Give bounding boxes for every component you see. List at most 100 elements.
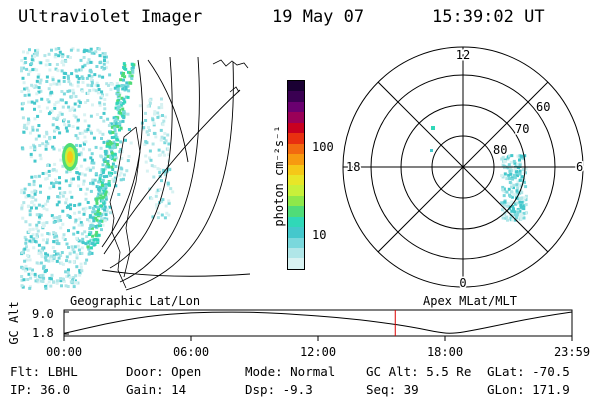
emission-dot bbox=[57, 195, 61, 199]
emission-dot bbox=[35, 92, 39, 96]
emission-dot bbox=[105, 55, 108, 59]
emission-dot bbox=[80, 246, 84, 250]
emission-dot bbox=[158, 168, 162, 171]
emission-dot bbox=[81, 241, 85, 245]
emission-dot bbox=[44, 63, 48, 67]
emission-dot bbox=[102, 119, 106, 123]
emission-dot bbox=[513, 213, 517, 217]
emission-dot bbox=[122, 98, 126, 102]
emission-dot bbox=[94, 233, 98, 237]
emission-dot bbox=[93, 178, 97, 182]
emission-dot bbox=[102, 102, 106, 106]
emission-dot bbox=[105, 165, 109, 169]
emission-dot bbox=[152, 165, 156, 169]
emission-dot bbox=[97, 208, 101, 211]
mlat-label-60: 60 bbox=[536, 100, 550, 114]
emission-dot bbox=[502, 187, 506, 191]
emission-dot bbox=[524, 198, 528, 201]
emission-dot bbox=[54, 101, 58, 104]
emission-dot bbox=[80, 251, 84, 255]
emission-dot bbox=[109, 141, 113, 145]
emission-dot bbox=[50, 181, 54, 185]
emission-dot bbox=[118, 92, 122, 96]
emission-dot bbox=[157, 148, 161, 152]
emission-dot bbox=[97, 180, 101, 184]
emission-dot bbox=[37, 86, 41, 90]
emission-dot bbox=[45, 221, 49, 225]
emission-dot bbox=[33, 54, 36, 58]
emission-dot bbox=[114, 165, 118, 168]
emission-dot bbox=[111, 146, 115, 150]
emission-dot bbox=[89, 241, 93, 245]
emission-dot bbox=[70, 72, 74, 76]
emission-dot bbox=[144, 119, 148, 122]
emission-dot bbox=[90, 84, 94, 88]
emission-dot bbox=[28, 69, 32, 73]
emission-dot bbox=[96, 205, 100, 209]
emission-dot bbox=[65, 275, 69, 278]
emission-dot bbox=[44, 286, 48, 290]
emission-dot bbox=[150, 197, 154, 201]
emission-dot bbox=[52, 185, 56, 189]
emission-dot bbox=[93, 210, 97, 214]
emission-dot bbox=[118, 173, 122, 177]
emission-dot bbox=[96, 195, 100, 199]
emission-dot bbox=[27, 89, 31, 93]
emission-dot bbox=[160, 179, 163, 183]
emission-dot bbox=[67, 204, 70, 208]
emission-dot bbox=[160, 135, 164, 139]
emission-dot bbox=[72, 260, 76, 264]
colorbar-segment bbox=[288, 112, 304, 123]
emission-dot bbox=[509, 217, 513, 220]
emission-dot bbox=[66, 89, 70, 93]
emission-dot bbox=[131, 67, 135, 71]
emission-dot bbox=[97, 88, 101, 91]
emission-dot bbox=[102, 62, 106, 66]
dsp-info: Dsp: -9.3 bbox=[245, 382, 313, 397]
emission-dot bbox=[131, 70, 135, 74]
emission-dot bbox=[90, 222, 94, 226]
emission-dot bbox=[60, 284, 63, 288]
emission-dot bbox=[116, 92, 120, 96]
emission-dot bbox=[50, 214, 54, 218]
emission-dot bbox=[522, 207, 526, 211]
emission-dot bbox=[59, 218, 63, 222]
emission-dot bbox=[119, 140, 123, 144]
emission-dot bbox=[100, 94, 104, 98]
emission-dot bbox=[72, 226, 76, 230]
emission-dot bbox=[83, 135, 87, 139]
colorbar-segment bbox=[288, 248, 304, 259]
emission-dot bbox=[62, 76, 66, 79]
emission-dot bbox=[48, 186, 52, 190]
emission-dot bbox=[52, 135, 56, 139]
colorbar-segment bbox=[288, 133, 304, 144]
emission-dot bbox=[163, 173, 167, 177]
emission-dot bbox=[56, 252, 60, 256]
emission-dot bbox=[97, 74, 101, 78]
emission-dot bbox=[102, 158, 106, 162]
emission-dot bbox=[33, 274, 37, 278]
emission-dot bbox=[67, 246, 70, 249]
emission-dot bbox=[83, 173, 87, 177]
emission-dot bbox=[524, 185, 528, 189]
emission-dot bbox=[60, 251, 64, 254]
emission-dot bbox=[512, 183, 516, 187]
emission-dot bbox=[76, 48, 80, 52]
emission-dot bbox=[95, 185, 99, 189]
emission-dot bbox=[72, 276, 76, 279]
emission-dot bbox=[101, 178, 105, 182]
emission-dot bbox=[64, 201, 68, 205]
emission-dot bbox=[20, 191, 24, 195]
emission-dot bbox=[27, 194, 31, 197]
emission-dot bbox=[121, 87, 125, 91]
emission-dot bbox=[110, 157, 114, 161]
emission-dot bbox=[83, 158, 87, 162]
emission-dot bbox=[56, 195, 60, 199]
emission-dot bbox=[76, 230, 80, 234]
emission-dot bbox=[100, 181, 104, 184]
mlt-label-0: 0 bbox=[459, 276, 466, 290]
emission-dot bbox=[119, 78, 123, 82]
emission-dot bbox=[83, 119, 87, 123]
emission-dot bbox=[155, 190, 159, 194]
geo-panel-label: Geographic Lat/Lon bbox=[70, 294, 201, 308]
